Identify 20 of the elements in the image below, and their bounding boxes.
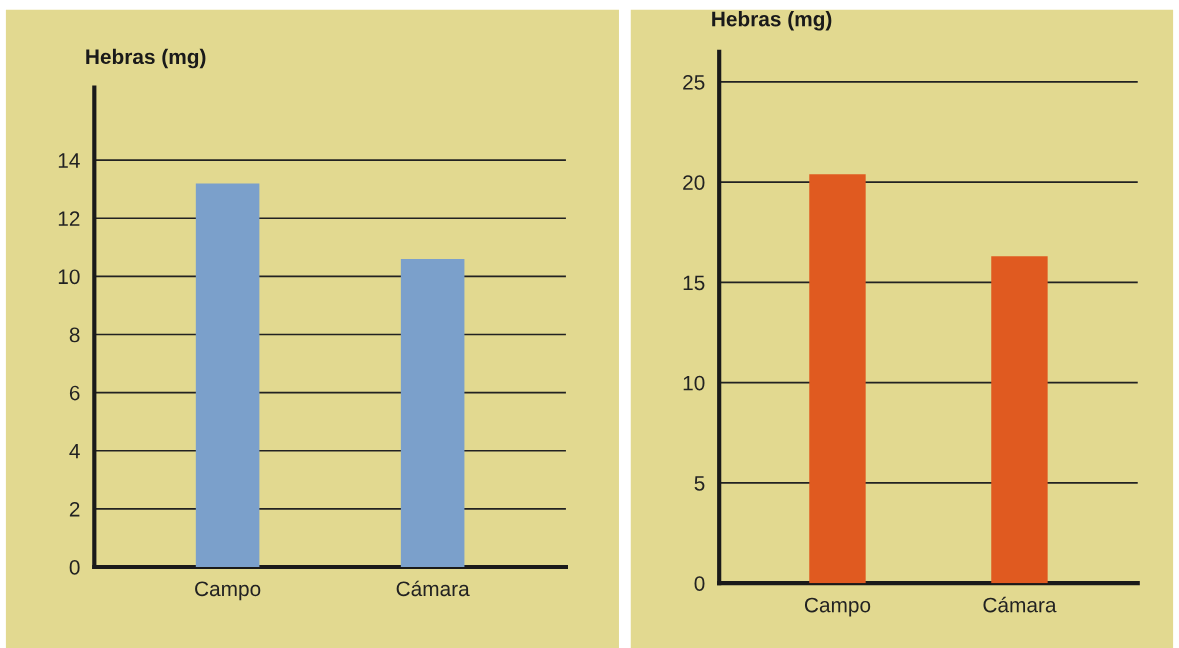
y-axis-title: Hebras (mg) [86, 48, 206, 69]
y-tick-label: 14 [58, 153, 80, 168]
x-tick-label: Cámara [396, 580, 470, 597]
y-tick-label: 12 [58, 211, 80, 226]
y-tick-label: 0 [69, 560, 80, 575]
y-tick-label: 2 [69, 501, 80, 517]
y-tick-label: 25 [683, 74, 705, 90]
y-tick-label: 10 [58, 269, 80, 285]
y-tick-label: 20 [683, 175, 705, 190]
x-tick-label: Cámara [983, 596, 1057, 613]
y-tick-label: 6 [69, 385, 80, 401]
y-tick-label: 8 [69, 327, 80, 343]
y-tick-label: 0 [694, 576, 705, 591]
y-tick-label: 10 [683, 375, 705, 391]
y-tick-label: 4 [69, 443, 80, 459]
y-tick-label: 5 [694, 476, 705, 491]
x-tick-label: Campo [804, 597, 871, 617]
y-axis-title: Hebras (mg) [712, 11, 832, 31]
x-tick-label: Campo [195, 581, 261, 601]
y-tick-label: 15 [683, 275, 705, 291]
